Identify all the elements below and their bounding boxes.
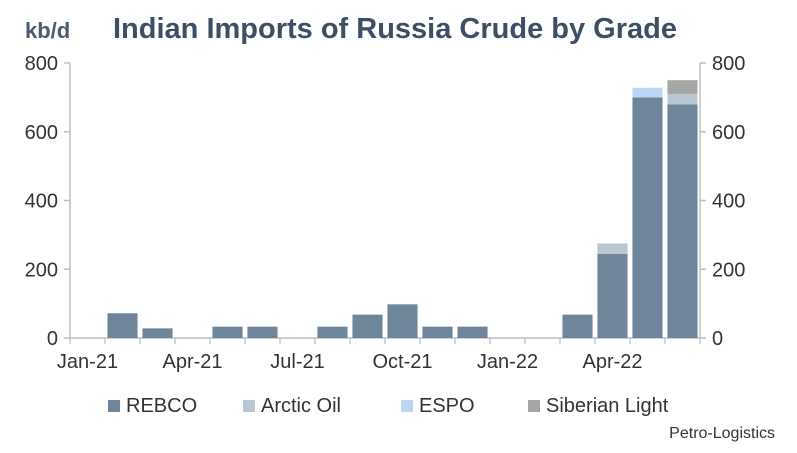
chart-title: Indian Imports of Russia Crude by Grade <box>113 13 677 45</box>
bar-rebco-nov-21 <box>422 326 453 338</box>
legend: REBCO Arctic Oil ESPO Siberian Light <box>108 395 669 417</box>
bar-rebco-mar-22 <box>562 314 593 338</box>
right-y-tick-label: 600 <box>712 122 745 144</box>
legend-swatch-siberian-light <box>528 400 540 412</box>
bars <box>107 80 698 338</box>
source-label: Petro-Logistics <box>669 425 775 442</box>
bar-siberian-light-jun-22 <box>667 80 698 94</box>
legend-swatch-rebco <box>108 400 120 412</box>
bar-rebco-may-22 <box>632 97 663 338</box>
bar-rebco-apr-22 <box>597 253 628 338</box>
bar-rebco-dec-21 <box>457 326 488 338</box>
legend-label-rebco: REBCO <box>126 395 197 417</box>
left-y-tick-label: 200 <box>25 259 58 281</box>
left-y-tick-label: 600 <box>25 122 58 144</box>
bar-rebco-sep-21 <box>352 314 383 338</box>
bar-rebco-aug-21 <box>317 326 348 338</box>
legend-label-arctic-oil: Arctic Oil <box>261 395 341 417</box>
x-tick-label: Jan-21 <box>57 351 118 373</box>
x-tick-label: Apr-21 <box>162 351 222 373</box>
left-y-tick-label: 0 <box>47 328 58 350</box>
bar-rebco-oct-21 <box>387 304 418 338</box>
x-tick-label: Oct-21 <box>372 351 432 373</box>
right-y-tick-label: 400 <box>712 191 745 213</box>
legend-swatch-arctic-oil <box>243 400 255 412</box>
bar-espo-may-22 <box>632 87 663 98</box>
bar-rebco-jun-22 <box>667 104 698 338</box>
bar-arctic-oil-jun-22 <box>667 93 698 105</box>
x-tick-label: Jul-21 <box>270 351 324 373</box>
right-y-tick-label: 200 <box>712 259 745 281</box>
x-tick-label: Jan-22 <box>477 351 538 373</box>
bar-arctic-oil-apr-22 <box>597 243 628 254</box>
right-y-tick-label: 800 <box>712 53 745 75</box>
legend-label-espo: ESPO <box>419 395 475 417</box>
unit-label: kb/d <box>25 18 70 43</box>
legend-swatch-espo <box>401 400 413 412</box>
legend-label-siberian-light: Siberian Light <box>546 395 669 417</box>
right-y-tick-label: 0 <box>712 328 723 350</box>
bar-rebco-mar-21 <box>142 328 173 338</box>
bar-rebco-jun-21 <box>247 326 278 338</box>
left-y-tick-label: 400 <box>25 191 58 213</box>
x-tick-label: Apr-22 <box>582 351 642 373</box>
bar-rebco-feb-21 <box>107 313 138 338</box>
left-y-tick-label: 800 <box>25 53 58 75</box>
bar-rebco-may-21 <box>212 326 243 338</box>
axes: 0 200 400 600 800 0 200 400 600 800 Jan-21 Apr-21 Ju… <box>25 53 746 373</box>
